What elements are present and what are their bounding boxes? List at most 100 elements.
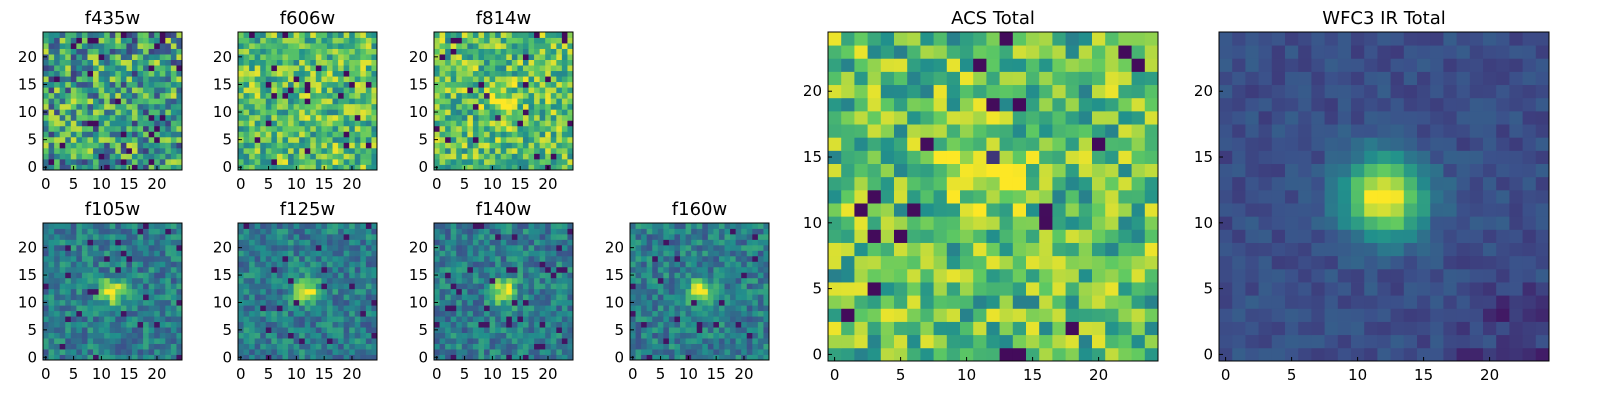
heatmap-cell (478, 65, 485, 72)
heatmap-cell (288, 48, 294, 55)
heatmap-cell (59, 233, 66, 240)
heatmap-cell (539, 153, 546, 160)
heatmap-cell (315, 37, 322, 44)
heatmap-cell (1012, 308, 1027, 322)
heatmap-cell (522, 255, 529, 262)
heatmap-cell (126, 158, 133, 165)
heatmap-cell (999, 295, 1014, 309)
heatmap-cell (506, 37, 513, 44)
heatmap-cell (293, 272, 300, 279)
heatmap-cell (338, 125, 345, 132)
heatmap-cell (986, 203, 1000, 217)
heatmap-cell (282, 158, 289, 165)
heatmap-cell (170, 103, 177, 110)
heatmap-cell (646, 239, 653, 246)
heatmap-cell (746, 228, 753, 235)
heatmap-cell (120, 103, 127, 110)
heatmap-cell (484, 223, 490, 229)
heatmap-cell (282, 109, 289, 116)
heatmap-cell (680, 239, 686, 246)
heatmap-cell (43, 316, 49, 323)
heatmap-cell (495, 305, 502, 312)
heatmap-cell (478, 349, 485, 355)
heatmap-cell (310, 92, 317, 99)
heatmap-cell (371, 349, 378, 355)
heatmap-cell (528, 103, 535, 110)
heatmap-cell (371, 266, 378, 273)
heatmap-cell (539, 114, 546, 121)
heatmap-cell (265, 92, 272, 99)
heatmap-cell (641, 327, 648, 333)
heatmap-cell (867, 308, 882, 322)
heatmap-cell (299, 103, 306, 110)
heatmap-cell (646, 343, 653, 350)
heatmap-cell (561, 327, 568, 333)
heatmap-cell (511, 228, 518, 235)
heatmap-cell (343, 239, 350, 246)
heatmap-cell (65, 261, 72, 268)
heatmap-cell (365, 92, 372, 99)
heatmap-cell (338, 70, 345, 77)
heatmap-cell (500, 228, 507, 235)
heatmap-cell (434, 277, 440, 284)
heatmap-cell (293, 266, 300, 273)
heatmap-cell (154, 305, 161, 312)
heatmap-cell (445, 316, 452, 323)
heatmap-cell (326, 310, 333, 317)
heatmap-cell (1131, 176, 1146, 191)
heatmap-cell (556, 277, 563, 284)
heatmap-cell (506, 244, 513, 251)
heatmap-cell (176, 32, 183, 38)
heatmap-cell (472, 321, 479, 328)
heatmap-cell (154, 125, 161, 132)
heatmap-cell (81, 70, 88, 77)
heatmap-cell (841, 163, 855, 178)
heatmap-cell (115, 92, 122, 99)
heatmap-cell (260, 354, 267, 361)
heatmap-cell (707, 288, 714, 295)
heatmap-cell (489, 305, 496, 312)
heatmap-cell (534, 233, 541, 240)
x-tick-label: 0 (236, 365, 246, 383)
heatmap-cell (685, 272, 692, 279)
heatmap-cell (70, 332, 77, 339)
heatmap-cell (87, 92, 94, 99)
heatmap-cell (707, 349, 714, 355)
heatmap-cell (894, 347, 908, 362)
heatmap-cell (1026, 242, 1040, 257)
heatmap-cell (271, 131, 278, 138)
heatmap-cell (360, 153, 367, 160)
heatmap-cell (238, 338, 244, 344)
heatmap-cell (109, 288, 116, 295)
heatmap-cell (81, 103, 88, 110)
heatmap-cell (54, 81, 61, 88)
heatmap-cell (567, 65, 574, 72)
heatmap-cell (680, 305, 686, 312)
heatmap-cell (489, 228, 496, 235)
heatmap-cell (439, 153, 446, 160)
heatmap-cell (657, 233, 664, 240)
heatmap-cell (371, 299, 378, 306)
x-tick-label: 15 (120, 175, 139, 193)
heatmap-cell (165, 343, 172, 350)
heatmap-cell (434, 147, 440, 154)
heatmap-cell (304, 349, 311, 355)
heatmap-cell (238, 288, 244, 295)
heatmap-cell (635, 299, 642, 306)
heatmap-cell (265, 255, 272, 262)
heatmap-cell (511, 32, 518, 38)
heatmap-cell (243, 244, 250, 251)
heatmap-cell (735, 310, 742, 317)
heatmap-cell (467, 288, 474, 295)
heatmap-cell (120, 255, 127, 262)
heatmap-cell (137, 310, 144, 317)
heatmap-cell (321, 98, 328, 105)
heatmap-cell (271, 283, 278, 290)
heatmap-cell (288, 59, 294, 66)
heatmap-cell (434, 43, 440, 49)
heatmap-cell (946, 282, 961, 296)
heatmap-cell (724, 244, 731, 251)
heatmap-cell (517, 294, 524, 301)
heatmap-cell (81, 48, 88, 55)
heatmap-cell (143, 310, 150, 317)
